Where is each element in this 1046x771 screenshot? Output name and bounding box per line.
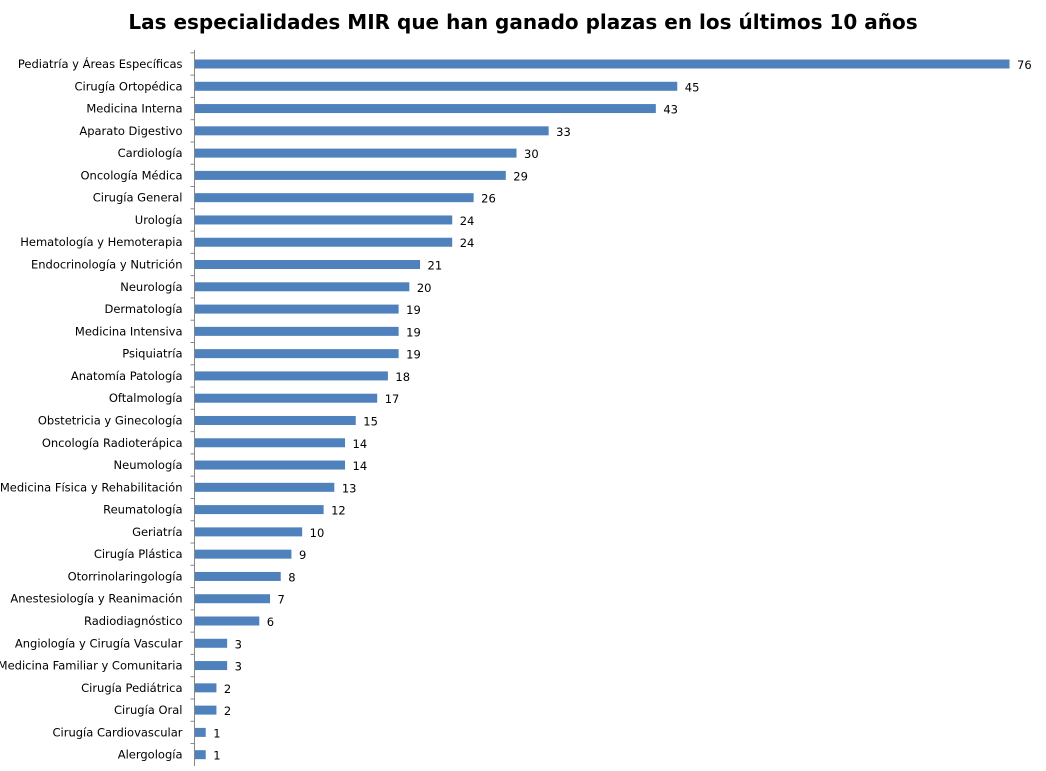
category-label: Oftalmología [109,391,183,405]
bar [195,126,549,136]
data-label: 43 [663,103,678,117]
bar [195,170,506,180]
bar [195,193,474,203]
bar [195,549,292,559]
bar [195,81,678,91]
bar [195,638,228,648]
data-label: 29 [513,169,528,183]
data-label: 1 [213,749,220,763]
bar [195,349,399,359]
category-label: Obstetricia y Ginecología [38,413,183,427]
category-label: Neumología [114,458,183,472]
category-label: Pediatría y Áreas Específicas [18,56,183,71]
category-label: Psiquiatría [122,347,182,361]
category-label: Hematología y Hemoterapia [20,235,182,249]
data-label: 19 [406,325,421,339]
category-label: Anestesiología y Reanimación [10,592,182,606]
data-label: 18 [395,370,410,384]
data-label: 6 [267,615,274,629]
category-label: Cirugía Oral [114,703,182,717]
category-label: Cirugía Ortopédica [74,79,182,93]
data-label: 14 [353,437,368,451]
bar [195,616,260,626]
category-label: Oncología Médica [81,168,183,182]
category-label: Medicina Intensiva [75,324,183,338]
bar [195,460,346,470]
data-label: 12 [331,504,346,518]
data-label: 20 [417,281,432,295]
category-label: Otorrinolaringología [68,569,183,583]
data-label: 7 [278,593,285,607]
category-label: Urología [135,213,183,227]
bar [195,505,324,515]
data-label: 24 [460,214,475,228]
category-label: Reumatología [103,503,182,517]
bar [195,282,410,292]
bar [195,438,346,448]
category-label: Medicina Familiar y Comunitaria [0,659,183,673]
data-label: 76 [1017,58,1032,72]
category-label: Endocrinología y Nutrición [31,258,183,272]
data-label: 3 [235,660,242,674]
bar [195,326,399,336]
chart-title: Las especialidades MIR que han ganado pl… [128,10,918,34]
category-label: Dermatología [104,302,182,316]
data-label: 24 [460,236,475,250]
data-label: 17 [385,392,400,406]
data-label: 9 [299,548,306,562]
category-label: Angiología y Cirugía Vascular [15,636,183,650]
category-label: Cirugía General [93,191,183,205]
category-label: Radiodiagnóstico [84,614,183,628]
bar [195,571,281,581]
bar [195,750,206,760]
category-label: Neurología [120,280,182,294]
data-label: 15 [363,414,378,428]
bar [195,415,356,425]
category-label: Cirugía Pediátrica [81,681,182,695]
bar [195,705,217,715]
data-label: 13 [342,481,357,495]
data-label: 33 [556,125,571,139]
bar [195,371,388,381]
data-label: 8 [288,570,295,584]
category-label: Medicina Interna [86,102,182,116]
category-label: Geriatría [132,525,182,539]
bar [195,527,303,537]
bar [195,393,378,403]
category-label: Medicina Física y Rehabilitación [0,480,183,494]
bar [195,683,217,693]
data-label: 26 [481,192,496,206]
data-label: 1 [213,726,220,740]
data-label: 45 [685,80,700,94]
data-label: 30 [524,147,539,161]
bar [195,104,656,114]
bar [195,59,1010,69]
category-label: Cirugía Cardiovascular [53,725,183,739]
bar [195,661,228,671]
bar [195,304,399,314]
category-label: Alergología [118,748,183,762]
category-label: Cirugía Plástica [94,547,183,561]
data-label: 19 [406,348,421,362]
bar [195,237,453,247]
data-label: 10 [310,526,325,540]
data-label: 2 [224,682,231,696]
data-label: 3 [235,637,242,651]
bar [195,148,517,158]
bar [195,594,271,604]
bar [195,215,453,225]
bar [195,482,335,492]
bar [195,260,421,270]
category-label: Oncología Radioterápica [42,436,183,450]
data-label: 14 [353,459,368,473]
data-label: 21 [428,259,443,273]
category-label: Cardiología [118,146,183,160]
category-label: Aparato Digestivo [79,124,182,138]
category-label: Anatomía Patología [71,369,183,383]
data-label: 19 [406,303,421,317]
bar [195,727,206,737]
data-label: 2 [224,704,231,718]
